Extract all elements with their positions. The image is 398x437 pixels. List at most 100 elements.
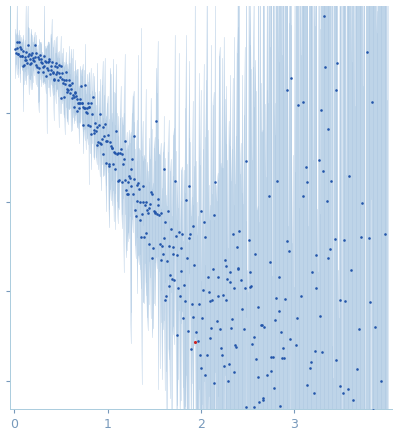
Point [59,76,66,83]
Point [120,161,126,168]
Point [102,159,109,166]
Point [199,315,205,322]
Point [322,63,328,70]
Point [46,56,52,63]
Point [377,378,384,385]
Point [151,208,157,215]
Point [155,201,162,208]
Point [44,67,51,74]
Point [19,52,25,59]
Point [13,49,19,56]
Point [333,357,339,364]
Point [320,167,326,174]
Point [98,140,104,147]
Point [138,233,144,240]
Point [219,352,225,359]
Point [60,79,66,86]
Point [211,212,217,218]
Point [16,44,23,51]
Point [90,94,96,101]
Point [33,49,39,56]
Point [323,413,329,420]
Point [295,102,301,109]
Point [126,172,132,179]
Point [246,268,253,275]
Point [52,62,58,69]
Point [41,62,47,69]
Point [62,77,69,84]
Point [212,179,219,186]
Point [198,364,205,371]
Point [130,190,136,197]
Point [45,58,51,65]
Point [217,325,223,332]
Point [367,299,373,306]
Point [15,50,21,57]
Point [51,76,58,83]
Point [249,340,255,347]
Point [189,222,196,229]
Point [235,266,242,273]
Point [129,156,135,163]
Point [234,264,241,271]
Point [49,59,55,66]
Point [170,243,176,250]
Point [101,133,107,140]
Point [100,123,106,130]
Point [97,111,103,118]
Point [304,178,311,185]
Point [234,243,240,250]
Point [185,235,192,242]
Point [59,69,65,76]
Point [187,231,193,238]
Point [162,218,168,225]
Point [279,354,285,361]
Point [332,87,339,94]
Point [309,269,316,276]
Point [41,52,48,59]
Point [128,182,135,189]
Point [67,90,73,97]
Point [84,105,90,112]
Point [350,396,357,403]
Point [308,359,314,366]
Point [291,432,298,437]
Point [33,61,39,68]
Point [24,60,30,67]
Point [144,206,150,213]
Point [325,125,332,132]
Point [90,129,97,136]
Point [381,230,388,237]
Point [31,41,38,48]
Point [140,198,146,205]
Point [316,312,323,319]
Point [142,202,148,209]
Point [31,57,37,64]
Point [311,389,317,396]
Point [164,258,170,265]
Point [39,60,45,67]
Point [55,69,62,76]
Point [147,201,153,208]
Point [111,149,118,156]
Point [209,266,216,273]
Point [67,82,74,89]
Point [328,177,334,184]
Point [117,145,124,152]
Point [307,365,313,372]
Point [87,122,93,129]
Point [43,73,49,80]
Point [139,211,145,218]
Point [172,177,178,184]
Point [115,150,122,157]
Point [61,94,68,101]
Point [354,366,361,373]
Point [69,94,76,101]
Point [34,63,40,70]
Point [125,179,131,186]
Point [71,103,77,110]
Point [152,208,158,215]
Point [366,235,373,242]
Point [48,63,55,70]
Point [170,251,177,258]
